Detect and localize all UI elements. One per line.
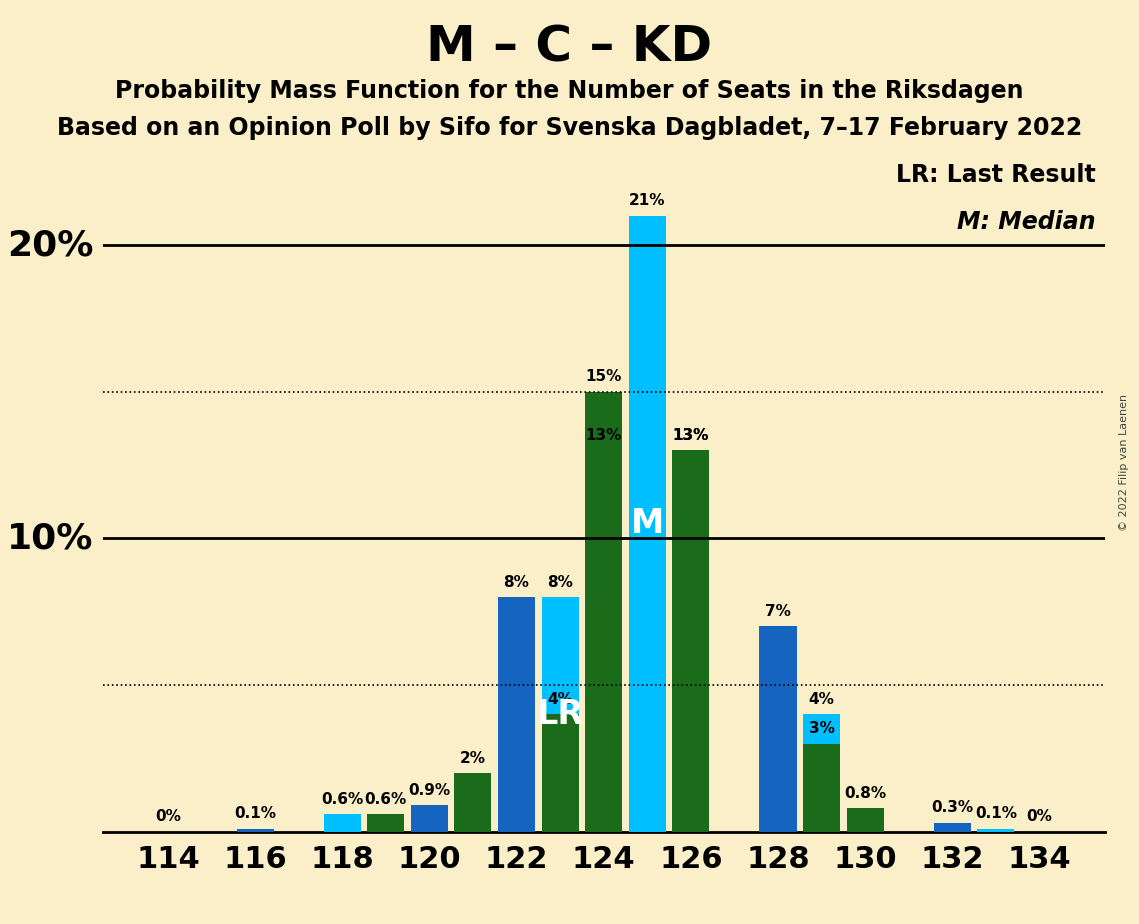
Bar [846, 808, 884, 832]
Text: © 2022 Filip van Laenen: © 2022 Filip van Laenen [1120, 394, 1129, 530]
Bar [934, 822, 970, 832]
Text: 0%: 0% [155, 809, 181, 824]
Bar [411, 805, 448, 832]
Bar [803, 714, 841, 832]
Bar [803, 744, 841, 832]
Text: 0%: 0% [1026, 809, 1052, 824]
Text: M: M [631, 507, 664, 541]
Text: M – C – KD: M – C – KD [426, 23, 713, 71]
Bar [454, 773, 491, 832]
Bar [672, 450, 710, 832]
Bar [672, 450, 710, 832]
Text: 0.1%: 0.1% [975, 807, 1017, 821]
Text: 0.6%: 0.6% [364, 792, 407, 807]
Bar [760, 626, 796, 832]
Text: 0.1%: 0.1% [233, 807, 276, 821]
Bar [237, 829, 273, 832]
Text: 15%: 15% [585, 370, 622, 384]
Text: 20%: 20% [8, 228, 93, 262]
Bar [541, 597, 579, 832]
Text: 2%: 2% [460, 750, 486, 766]
Text: 13%: 13% [673, 428, 708, 443]
Bar [585, 392, 622, 832]
Text: 0.9%: 0.9% [408, 783, 450, 798]
Bar [585, 450, 622, 832]
Text: 8%: 8% [503, 575, 530, 590]
Bar [629, 215, 666, 832]
Bar [367, 814, 404, 832]
Bar [498, 597, 535, 832]
Text: 7%: 7% [765, 604, 790, 619]
Bar [323, 814, 361, 832]
Text: 4%: 4% [809, 692, 835, 707]
Text: 13%: 13% [673, 428, 708, 443]
Text: 8%: 8% [547, 575, 573, 590]
Text: 3%: 3% [809, 722, 835, 736]
Bar [541, 714, 579, 832]
Text: 0.8%: 0.8% [844, 785, 886, 801]
Text: 21%: 21% [629, 193, 665, 209]
Text: LR: Last Result: LR: Last Result [896, 163, 1096, 187]
Text: 10%: 10% [8, 521, 93, 555]
Text: 13%: 13% [585, 428, 622, 443]
Text: 0.6%: 0.6% [321, 792, 363, 807]
Bar [977, 829, 1015, 832]
Text: Probability Mass Function for the Number of Seats in the Riksdagen: Probability Mass Function for the Number… [115, 79, 1024, 103]
Text: M: Median: M: Median [958, 210, 1096, 234]
Text: 0.3%: 0.3% [932, 800, 974, 816]
Text: 4%: 4% [547, 692, 573, 707]
Text: Based on an Opinion Poll by Sifo for Svenska Dagbladet, 7–17 February 2022: Based on an Opinion Poll by Sifo for Sve… [57, 116, 1082, 140]
Text: LR: LR [536, 698, 583, 731]
